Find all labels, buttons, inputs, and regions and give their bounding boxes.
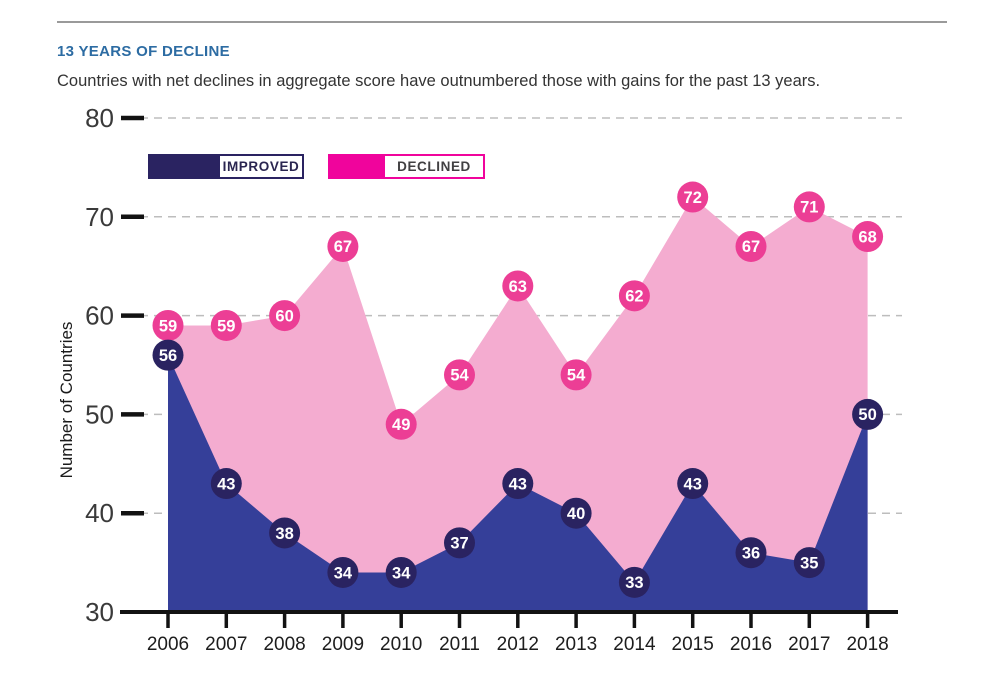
x-tick-label-2007: 2007 xyxy=(205,634,247,655)
point-improved-2012 xyxy=(502,468,534,500)
point-improved-2017 xyxy=(793,547,825,579)
point-label-declined-2015: 72 xyxy=(684,189,702,207)
y-tick-label-50: 50 xyxy=(85,399,114,429)
point-declined-2011 xyxy=(444,359,475,391)
point-declined-2018 xyxy=(852,221,884,253)
point-label-improved-2015: 43 xyxy=(684,475,702,493)
point-declined-2015 xyxy=(677,181,709,213)
x-tick-label-2013: 2013 xyxy=(555,634,597,655)
point-label-improved-2016: 36 xyxy=(742,545,760,563)
point-improved-2008 xyxy=(269,517,301,549)
point-improved-2009 xyxy=(327,556,359,588)
y-tick-label-80: 80 xyxy=(85,103,114,133)
point-improved-2016 xyxy=(735,537,767,569)
y-tick-label-40: 40 xyxy=(85,498,114,528)
point-label-improved-2018: 50 xyxy=(858,406,876,424)
x-tick-label-2006: 2006 xyxy=(147,634,189,655)
point-label-improved-2010: 34 xyxy=(392,564,411,582)
y-axis-title: Number of Countries xyxy=(57,322,76,479)
chart-subtitle: Countries with net declines in aggregate… xyxy=(57,71,821,90)
legend-label-improved: IMPROVED xyxy=(218,154,304,179)
point-label-improved-2006: 56 xyxy=(159,347,177,365)
point-declined-2016 xyxy=(735,230,767,262)
x-tick-label-2016: 2016 xyxy=(730,634,772,655)
point-label-declined-2008: 60 xyxy=(275,307,293,325)
x-tick-label-2018: 2018 xyxy=(846,634,888,655)
point-label-declined-2010: 49 xyxy=(392,416,410,434)
point-improved-2011 xyxy=(444,527,475,559)
y-tick-label-70: 70 xyxy=(85,202,114,232)
x-tick-label-2014: 2014 xyxy=(613,634,656,655)
point-declined-2008 xyxy=(269,300,301,332)
point-improved-2018 xyxy=(852,398,884,430)
point-label-declined-2009: 67 xyxy=(334,238,352,256)
point-label-declined-2013: 54 xyxy=(567,367,586,385)
point-label-declined-2006: 59 xyxy=(159,317,177,335)
point-declined-2017 xyxy=(793,191,825,223)
y-tick-label-30: 30 xyxy=(85,597,114,627)
legend-label-declined: DECLINED xyxy=(383,154,485,179)
point-declined-2012 xyxy=(502,270,534,302)
point-label-improved-2017: 35 xyxy=(800,554,818,572)
point-label-improved-2011: 37 xyxy=(450,535,468,553)
point-label-improved-2007: 43 xyxy=(217,475,235,493)
point-label-declined-2012: 63 xyxy=(509,278,527,296)
x-tick-label-2010: 2010 xyxy=(380,634,422,655)
point-label-improved-2014: 33 xyxy=(625,574,643,592)
legend-swatch-improved xyxy=(148,154,218,179)
point-label-improved-2009: 34 xyxy=(334,564,353,582)
point-label-declined-2007: 59 xyxy=(217,317,235,335)
point-improved-2015 xyxy=(677,468,709,500)
x-tick-label-2008: 2008 xyxy=(263,634,305,655)
chart-title: 13 YEARS OF DECLINE xyxy=(57,43,230,61)
point-declined-2013 xyxy=(560,359,592,391)
legend-item-improved: IMPROVED xyxy=(148,154,304,179)
point-improved-2010 xyxy=(385,556,417,588)
point-declined-2014 xyxy=(618,280,650,312)
point-label-declined-2017: 71 xyxy=(800,199,818,217)
point-improved-2006 xyxy=(152,339,184,371)
point-improved-2013 xyxy=(560,497,592,529)
point-declined-2010 xyxy=(385,408,417,440)
point-label-improved-2008: 38 xyxy=(275,525,293,543)
x-tick-label-2011: 2011 xyxy=(439,634,480,655)
point-declined-2006 xyxy=(152,309,184,341)
legend-item-declined: DECLINED xyxy=(328,154,485,179)
y-tick-label-60: 60 xyxy=(85,301,114,331)
x-tick-label-2012: 2012 xyxy=(497,634,539,655)
top-divider-rule xyxy=(57,21,947,23)
point-declined-2009 xyxy=(327,230,359,262)
point-label-declined-2016: 67 xyxy=(742,238,760,256)
point-label-improved-2012: 43 xyxy=(509,475,527,493)
point-label-declined-2014: 62 xyxy=(625,288,643,306)
point-label-declined-2018: 68 xyxy=(858,228,876,246)
point-label-improved-2013: 40 xyxy=(567,505,585,523)
point-declined-2007 xyxy=(210,309,242,341)
x-tick-label-2017: 2017 xyxy=(788,634,830,655)
legend-swatch-declined xyxy=(328,154,383,179)
x-tick-label-2015: 2015 xyxy=(672,634,714,655)
x-tick-label-2009: 2009 xyxy=(322,634,364,655)
point-label-declined-2011: 54 xyxy=(450,367,469,385)
point-improved-2007 xyxy=(210,468,242,500)
point-improved-2014 xyxy=(618,566,650,598)
